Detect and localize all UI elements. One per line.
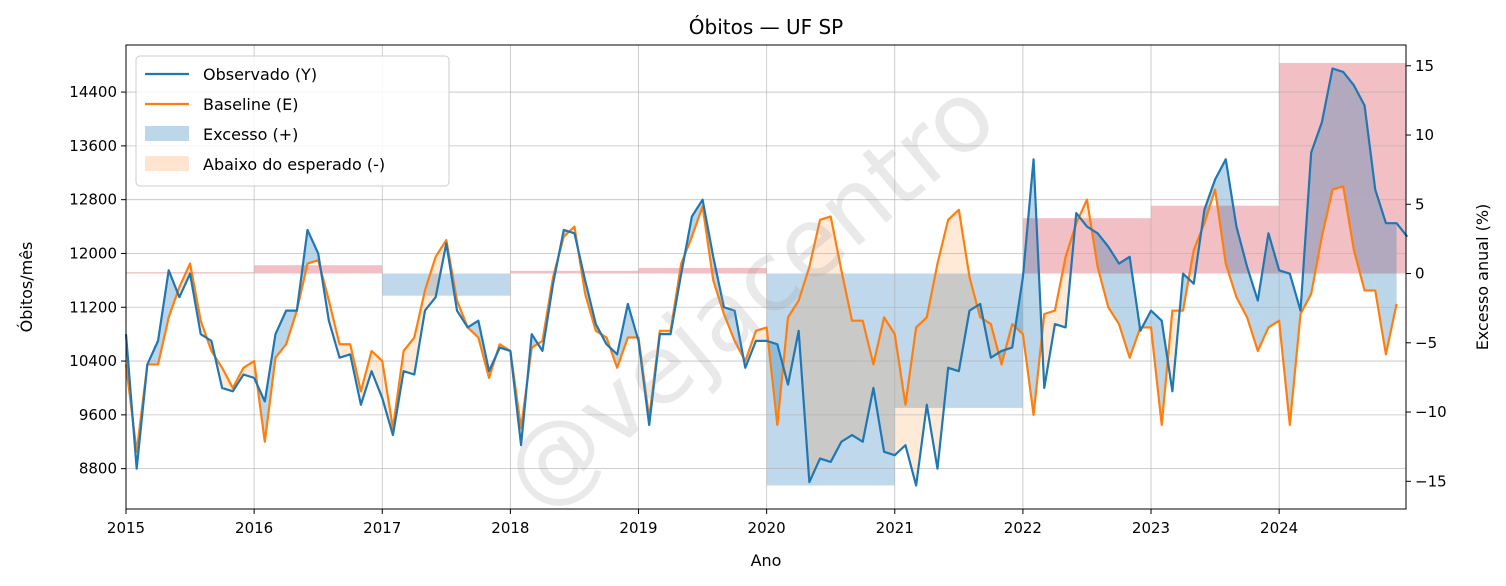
legend-label-deficit: Abaixo do esperado (-)	[203, 155, 385, 174]
x-axis: 2015 2016 2017 2018 2019 2020 2021 2022 2023 2024	[107, 509, 1298, 537]
x-tick-label: 2023	[1132, 519, 1170, 537]
legend-label-baseline: Baseline (E)	[203, 95, 299, 114]
x-tick-label: 2021	[876, 519, 914, 537]
annual-excess-bar	[638, 267, 767, 274]
y-tick-label: 10400	[69, 352, 117, 370]
excess-fill	[1236, 226, 1248, 318]
x-tick-label: 2016	[235, 519, 273, 537]
excess-fill	[1385, 223, 1397, 355]
deficit-fill	[937, 219, 949, 469]
annual-excess-bar	[1279, 63, 1406, 274]
excess-fill	[1364, 105, 1376, 291]
x-tick-label: 2022	[1004, 519, 1042, 537]
excess-fill	[1108, 246, 1119, 325]
deficit-fill	[424, 256, 436, 311]
deficit-fill	[852, 320, 863, 442]
y-tick-label: 8800	[79, 460, 117, 478]
deficit-fill	[830, 216, 842, 462]
x-tick-label: 2024	[1260, 519, 1298, 537]
deficit-fill	[862, 320, 874, 442]
y-tick-label: 14400	[69, 83, 117, 101]
y2-tick-label: 5	[1415, 195, 1425, 213]
deficit-fill	[948, 209, 959, 372]
deficit-fill	[798, 266, 810, 483]
deficit-fill	[243, 361, 255, 378]
y2-tick-label: −10	[1415, 403, 1447, 421]
annual-excess-bar	[894, 273, 1023, 408]
legend: Observado (Y) Baseline (E) Excesso (+) A…	[135, 55, 450, 187]
deficit-fill	[371, 350, 383, 399]
y-tick-label: 11200	[69, 298, 117, 316]
excess-fill	[1225, 159, 1237, 298]
excess-fill	[1311, 122, 1322, 294]
x-tick-label: 2019	[619, 519, 657, 537]
excess-fill	[1353, 85, 1365, 291]
y-axis-title: Óbitos/mês	[17, 242, 36, 333]
annual-excess-bar	[1151, 205, 1280, 274]
deficit-fill	[905, 327, 917, 486]
baseline-series-line	[124, 185, 1398, 453]
excess-fill	[1279, 270, 1290, 425]
y2-tick-label: −5	[1415, 334, 1437, 352]
deficit-fill	[958, 209, 970, 372]
y2-tick-label: −15	[1415, 472, 1447, 490]
excess-fill	[1247, 266, 1258, 351]
annual-excess-bar	[382, 273, 511, 296]
excess-fill	[1257, 233, 1269, 351]
deficit-fill	[873, 317, 885, 452]
legend-label-excess: Excesso (+)	[203, 125, 298, 144]
plot-frame	[125, 44, 1407, 510]
y-tick-label: 13600	[69, 137, 117, 155]
excess-fill	[1332, 68, 1344, 190]
chart-title: Óbitos — UF SP	[689, 15, 843, 39]
excess-fill	[1343, 71, 1354, 251]
series-lines	[124, 67, 1409, 487]
y2-tick-label: 15	[1415, 57, 1434, 75]
y-tick-label: 12800	[69, 191, 117, 209]
y2-tick-label: 10	[1415, 126, 1434, 144]
excess-fill	[1097, 233, 1109, 308]
excess-fill	[1268, 233, 1280, 328]
x-tick-label: 2015	[107, 519, 145, 537]
legend-box	[135, 55, 450, 187]
excess-fill	[467, 320, 479, 338]
observed-series-line	[124, 67, 1409, 487]
y2-axis-title: Excesso anual (%)	[1473, 204, 1492, 351]
excess-fill	[1375, 189, 1386, 355]
annual-excess-bars	[126, 63, 1406, 486]
legend-label-observed: Observado (Y)	[203, 65, 317, 84]
y-tick-label: 9600	[79, 406, 117, 424]
deficit-fill	[884, 317, 895, 456]
deficit-fill	[820, 216, 831, 462]
y-tick-label: 12000	[69, 244, 117, 262]
x-tick-label: 2020	[748, 519, 786, 537]
legend-swatch-deficit	[145, 156, 189, 171]
y-axis-right: −15 −10 −5 0 5 10 15	[1406, 57, 1447, 490]
x-tick-label: 2018	[491, 519, 529, 537]
deficit-fill	[894, 334, 906, 456]
annual-excess-bar	[254, 265, 383, 274]
y-axis-left: 8800 9600 10400 11200 12000 12800 13600 14400	[69, 83, 126, 478]
y2-tick-label: 0	[1415, 265, 1425, 283]
deficit-fill	[787, 300, 799, 385]
deficit-fill	[403, 337, 415, 375]
x-axis-title: Ano	[751, 551, 782, 570]
excess-fill	[168, 270, 178, 318]
legend-swatch-excess	[145, 126, 189, 141]
x-tick-label: 2017	[363, 519, 401, 537]
deficit-fill	[809, 219, 821, 483]
deficit-fill	[916, 317, 927, 486]
annual-excess-bar	[510, 270, 639, 274]
